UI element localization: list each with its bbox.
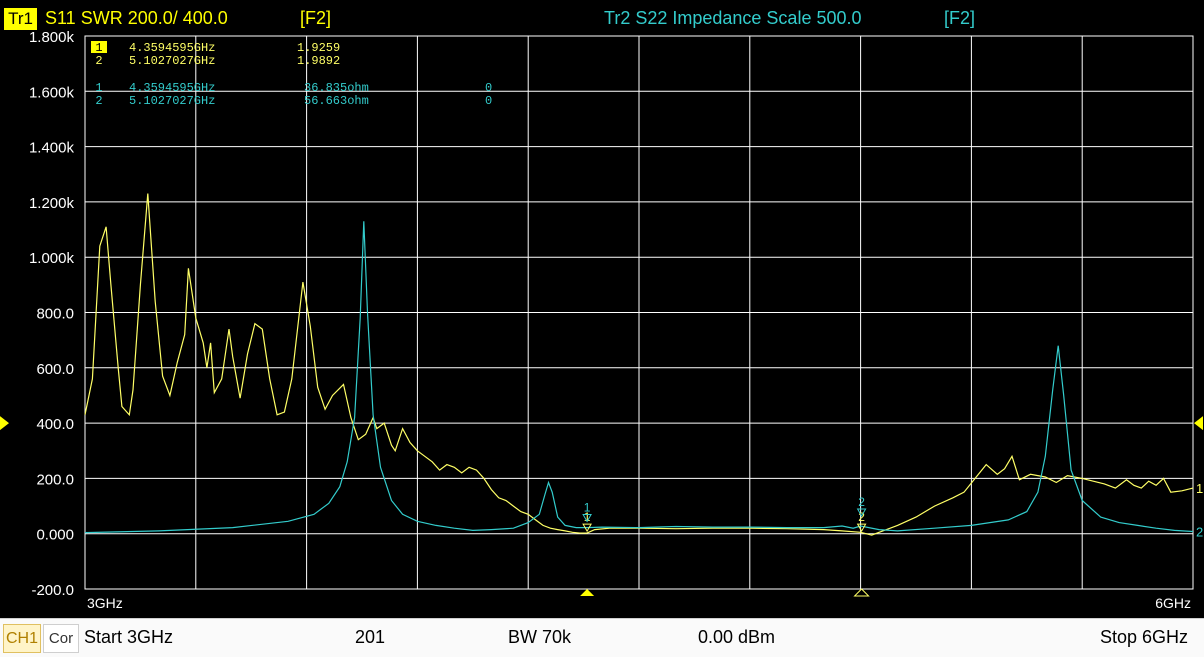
y-tick-label: 600.0 [36, 361, 74, 378]
correction-indicator[interactable]: Cor [43, 624, 79, 653]
marker-1-label: 1 [584, 501, 591, 515]
stop-frequency[interactable]: Stop 6GHz [1100, 627, 1189, 647]
tr1-readout-marker-number: 2 [95, 54, 102, 68]
y-tick-label: 1.600k [29, 84, 75, 101]
trace-1-line [84, 193, 1194, 536]
marker-2-triangle [856, 523, 867, 533]
trace2-header-key: [F2] [944, 8, 976, 28]
start-frequency[interactable]: Start 3GHz [84, 627, 174, 647]
trace-2-end-label: 2 [1196, 524, 1203, 539]
tr1-readout-marker-number: 1 [95, 41, 102, 55]
tr2-readout-frequency: 5.1027027GHz [129, 94, 215, 108]
tr1-readout-frequency: 5.1027027GHz [129, 54, 215, 68]
y-tick-label: 1.000k [29, 250, 75, 267]
marker-1-triangle [582, 523, 592, 533]
trace-2-line [84, 221, 1194, 534]
marker-1-label: 1 [584, 510, 591, 524]
right-reference-marker [1194, 416, 1203, 431]
tr1-readout-value: 1.9892 [297, 54, 340, 68]
x-start-label: 3GHz [87, 595, 123, 611]
y-tick-label: 200.0 [36, 471, 74, 488]
stimulus-marker-2 [853, 588, 870, 597]
y-tick-label: 0.000 [36, 527, 74, 544]
tr2-readout-marker-number: 2 [95, 94, 102, 108]
marker-2-label: 2 [858, 495, 865, 509]
marker-1-triangle [582, 514, 592, 523]
tr2-readout-value: 36.835ohm [304, 81, 369, 95]
y-tick-label: 400.0 [36, 416, 74, 433]
left-reference-marker [0, 416, 9, 431]
marker-2-triangle [856, 508, 867, 518]
tr1-readout-frequency: 4.3594595GHz [129, 41, 215, 55]
trace1-header-title[interactable]: S11 SWR 200.0/ 400.0 [45, 8, 228, 28]
y-tick-label: 800.0 [36, 306, 74, 323]
analyzer-screen: Tr1 S11 SWR 200.0/ 400.0 [F2] Tr2 S22 Im… [0, 0, 1204, 618]
trace1-active-badge[interactable]: Tr1 [4, 8, 37, 30]
tr2-readout-extra: 0 [485, 81, 492, 95]
active-marker-highlight [91, 41, 107, 53]
y-tick-label: 1.400k [29, 140, 75, 157]
tr2-readout-frequency: 4.3594595GHz [129, 81, 215, 95]
if-bandwidth[interactable]: BW 70k [508, 627, 572, 647]
y-tick-label: 1.800k [29, 29, 75, 46]
y-tick-label: 1.200k [29, 195, 75, 212]
tr2-readout-marker-number: 1 [95, 81, 102, 95]
x-stop-label: 6GHz [1155, 595, 1191, 611]
sweep-plot[interactable]: 1.800k 1.600k 1.400k 1.200k 1.000k 800.0 600.0… [0, 0, 1204, 618]
tr2-readout-extra: 0 [485, 94, 492, 108]
channel-indicator[interactable]: CH1 [3, 624, 41, 653]
trace2-header-title[interactable]: Tr2 S22 Impedance Scale 500.0 [604, 8, 862, 28]
marker-2-label: 2 [858, 510, 865, 524]
sweep-points[interactable]: 201 [355, 627, 386, 647]
tr1-readout-value: 1.9259 [297, 41, 340, 55]
channel-status-bar: CH1 Cor Start 3GHz 201 BW 70k 0.00 dBm S… [0, 618, 1204, 657]
trace-1-end-label: 1 [1196, 481, 1203, 496]
stimulus-marker-1 [580, 589, 595, 596]
source-power[interactable]: 0.00 dBm [698, 627, 776, 647]
trace1-header-key: [F2] [300, 8, 332, 28]
tr2-readout-value: 56.663ohm [304, 94, 369, 108]
y-tick-label: -200.0 [31, 582, 74, 599]
